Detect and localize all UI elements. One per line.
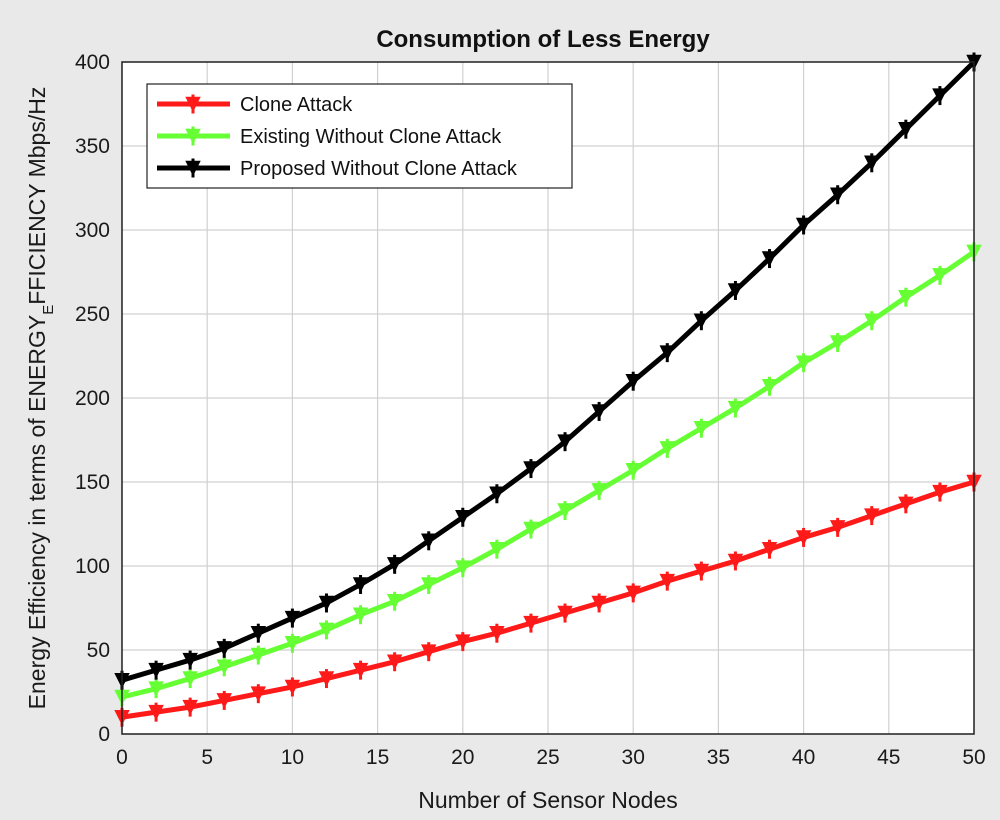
x-tick-label: 50 [962,746,985,769]
x-tick-label: 40 [792,746,815,769]
x-tick-label: 10 [281,746,304,769]
legend: Clone Attack Existing Without Clone Attac… [146,83,573,189]
plot-frame [121,61,975,735]
y-tick-label: 250 [75,303,110,326]
y-axis-title: Energy Efficiency in terms of ENERGYEFFI… [24,87,57,710]
x-tick-label: 35 [707,746,730,769]
y-tick-label: 150 [75,471,110,494]
series-2 [114,52,982,690]
series-0 [114,472,982,727]
legend-label: Existing Without Clone Attack [240,126,502,148]
x-tick-label: 45 [877,746,900,769]
x-axis-title: Number of Sensor Nodes [418,787,678,813]
series-line [119,479,977,720]
x-tick-label: 15 [366,746,389,769]
legend-item: Existing Without Clone Attack [157,126,502,148]
legend-item: Proposed Without Clone Attack [157,158,518,180]
x-tick-label: 25 [536,746,559,769]
legend-item: Clone Attack [157,94,353,116]
y-tick-label: 300 [75,219,110,242]
legend-label: Clone Attack [240,94,353,116]
tick-labels: 0 5 10 15 20 25 30 35 40 45 50 0 50 100 150 200 250 300 35… [75,51,986,769]
legend-label: Proposed Without Clone Attack [240,158,518,180]
y-tick-label: 350 [75,135,110,158]
series-line [119,249,977,700]
x-tick-label: 30 [622,746,645,769]
x-tick-label: 20 [451,746,474,769]
y-axis-title-subscript: E [40,305,57,315]
x-tick-label: 0 [116,746,128,769]
series-layer [114,52,982,727]
series-line [119,59,977,683]
y-tick-label: 0 [98,723,110,746]
y-axis-title-suffix: FFICIENCY Mbps/Hz [24,87,50,305]
y-tick-label: 50 [87,639,110,662]
x-tick-label: 5 [201,746,213,769]
chart-title: Consumption of Less Energy [376,26,710,53]
y-tick-label: 200 [75,387,110,410]
y-axis-title-prefix: Energy Efficiency in terms of ENERGY [24,315,50,710]
y-tick-label: 100 [75,555,110,578]
y-tick-label: 400 [75,51,110,74]
